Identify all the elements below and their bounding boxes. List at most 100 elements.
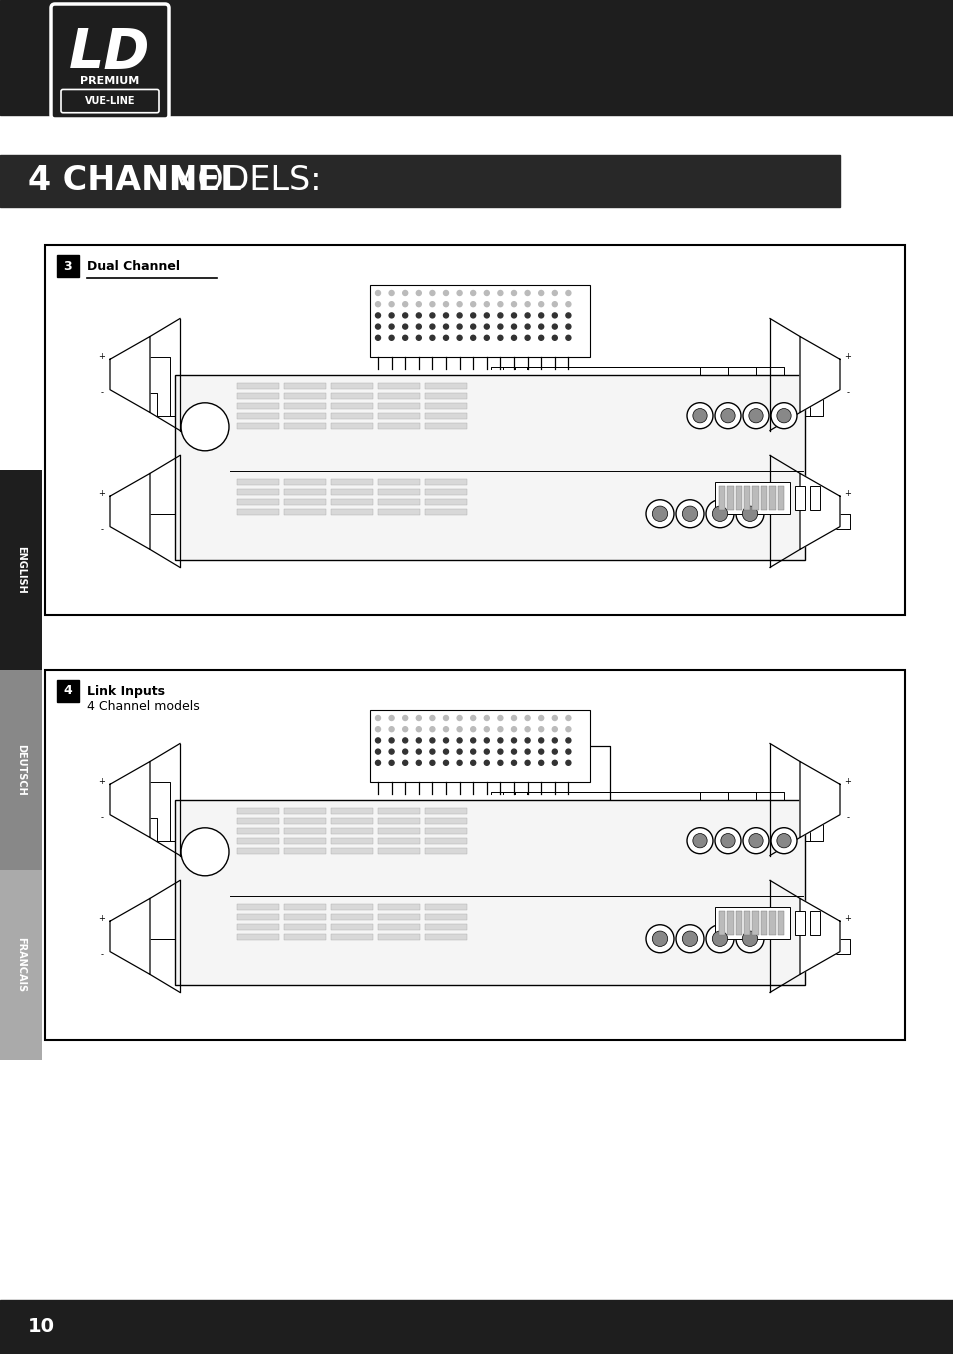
Circle shape <box>645 500 673 528</box>
Circle shape <box>416 715 421 720</box>
Circle shape <box>443 738 448 743</box>
Circle shape <box>470 715 476 720</box>
Bar <box>777 486 783 510</box>
Circle shape <box>511 336 516 340</box>
Bar <box>370 709 589 783</box>
Circle shape <box>389 727 394 731</box>
Circle shape <box>443 761 448 765</box>
Bar <box>284 489 326 496</box>
Text: -: - <box>100 812 103 822</box>
Text: FRANCAIS: FRANCAIS <box>16 937 26 992</box>
Circle shape <box>565 761 570 765</box>
Bar <box>284 818 326 825</box>
Bar <box>809 486 820 510</box>
Bar <box>0 154 840 207</box>
Bar <box>331 818 373 825</box>
Bar <box>377 479 419 485</box>
Circle shape <box>443 291 448 295</box>
Bar <box>331 808 373 814</box>
Bar <box>284 808 326 814</box>
Bar <box>45 245 904 615</box>
Bar <box>424 393 467 399</box>
Bar <box>752 911 758 936</box>
Circle shape <box>430 291 435 295</box>
Bar <box>424 848 467 854</box>
Circle shape <box>735 500 763 528</box>
Circle shape <box>538 324 543 329</box>
Bar <box>331 848 373 854</box>
Text: -: - <box>845 951 848 959</box>
Circle shape <box>538 291 543 295</box>
Circle shape <box>389 313 394 318</box>
Circle shape <box>712 506 727 521</box>
Circle shape <box>770 402 796 429</box>
Bar <box>424 500 467 505</box>
Circle shape <box>538 761 543 765</box>
Bar <box>331 383 373 389</box>
Bar <box>236 489 278 496</box>
Circle shape <box>511 302 516 307</box>
Circle shape <box>538 727 543 731</box>
Circle shape <box>735 925 763 953</box>
Bar <box>284 904 326 910</box>
Circle shape <box>565 291 570 295</box>
Circle shape <box>565 749 570 754</box>
Text: 10: 10 <box>28 1317 55 1336</box>
Bar <box>794 911 804 936</box>
Polygon shape <box>110 761 150 838</box>
Bar <box>331 904 373 910</box>
Bar <box>284 838 326 844</box>
Circle shape <box>497 313 502 318</box>
Bar <box>377 808 419 814</box>
Circle shape <box>389 715 394 720</box>
Bar <box>777 911 783 936</box>
Polygon shape <box>800 474 840 550</box>
Bar <box>284 509 326 516</box>
Bar <box>794 486 804 510</box>
Bar <box>236 509 278 516</box>
Polygon shape <box>800 337 840 413</box>
Bar <box>424 489 467 496</box>
Circle shape <box>416 324 421 329</box>
Circle shape <box>470 336 476 340</box>
Circle shape <box>416 749 421 754</box>
Bar <box>236 479 278 485</box>
FancyBboxPatch shape <box>0 871 42 1060</box>
Circle shape <box>681 932 697 946</box>
Bar <box>236 848 278 854</box>
Bar <box>236 808 278 814</box>
Circle shape <box>430 324 435 329</box>
Bar <box>377 904 419 910</box>
Circle shape <box>389 738 394 743</box>
Bar <box>735 486 741 510</box>
Bar <box>424 829 467 834</box>
Circle shape <box>402 715 407 720</box>
Bar <box>284 403 326 409</box>
Bar <box>284 925 326 930</box>
Circle shape <box>389 324 394 329</box>
Circle shape <box>456 336 461 340</box>
Circle shape <box>375 336 380 340</box>
Bar <box>752 486 758 510</box>
Circle shape <box>456 313 461 318</box>
Bar <box>377 818 419 825</box>
Circle shape <box>443 313 448 318</box>
Circle shape <box>470 313 476 318</box>
Text: DEUTSCH: DEUTSCH <box>16 745 26 796</box>
Bar <box>331 914 373 921</box>
Bar <box>331 403 373 409</box>
Circle shape <box>389 291 394 295</box>
Circle shape <box>770 827 796 854</box>
Circle shape <box>524 302 530 307</box>
Bar <box>424 383 467 389</box>
Text: VUE-LINE: VUE-LINE <box>85 96 135 106</box>
Bar <box>768 911 775 936</box>
Circle shape <box>181 402 229 451</box>
Circle shape <box>565 336 570 340</box>
Circle shape <box>552 738 557 743</box>
Circle shape <box>712 932 727 946</box>
Bar <box>284 848 326 854</box>
Bar <box>331 838 373 844</box>
Circle shape <box>416 313 421 318</box>
Circle shape <box>705 500 733 528</box>
